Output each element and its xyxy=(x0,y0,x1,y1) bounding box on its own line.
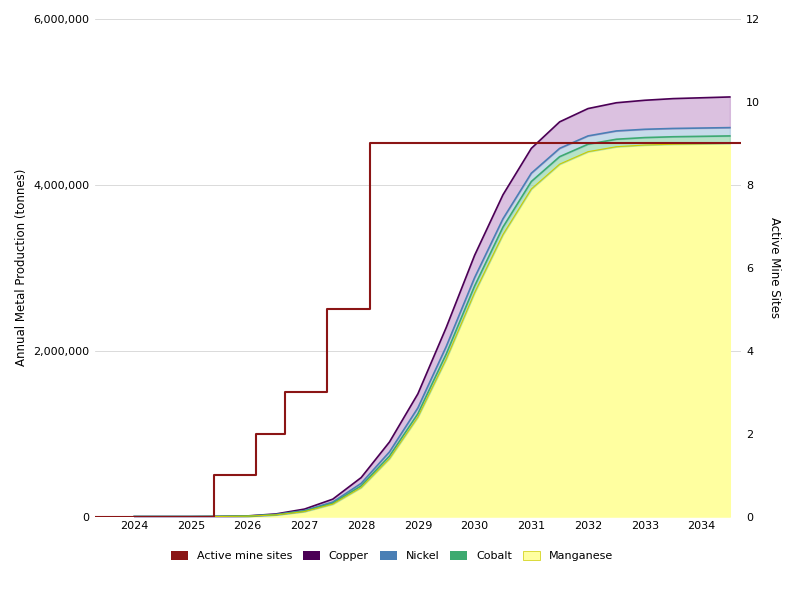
Y-axis label: Active Mine Sites: Active Mine Sites xyxy=(768,217,781,319)
Legend: Active mine sites, Copper, Nickel, Cobalt, Manganese: Active mine sites, Copper, Nickel, Cobal… xyxy=(167,546,617,566)
Y-axis label: Annual Metal Production (tonnes): Annual Metal Production (tonnes) xyxy=(15,169,28,367)
